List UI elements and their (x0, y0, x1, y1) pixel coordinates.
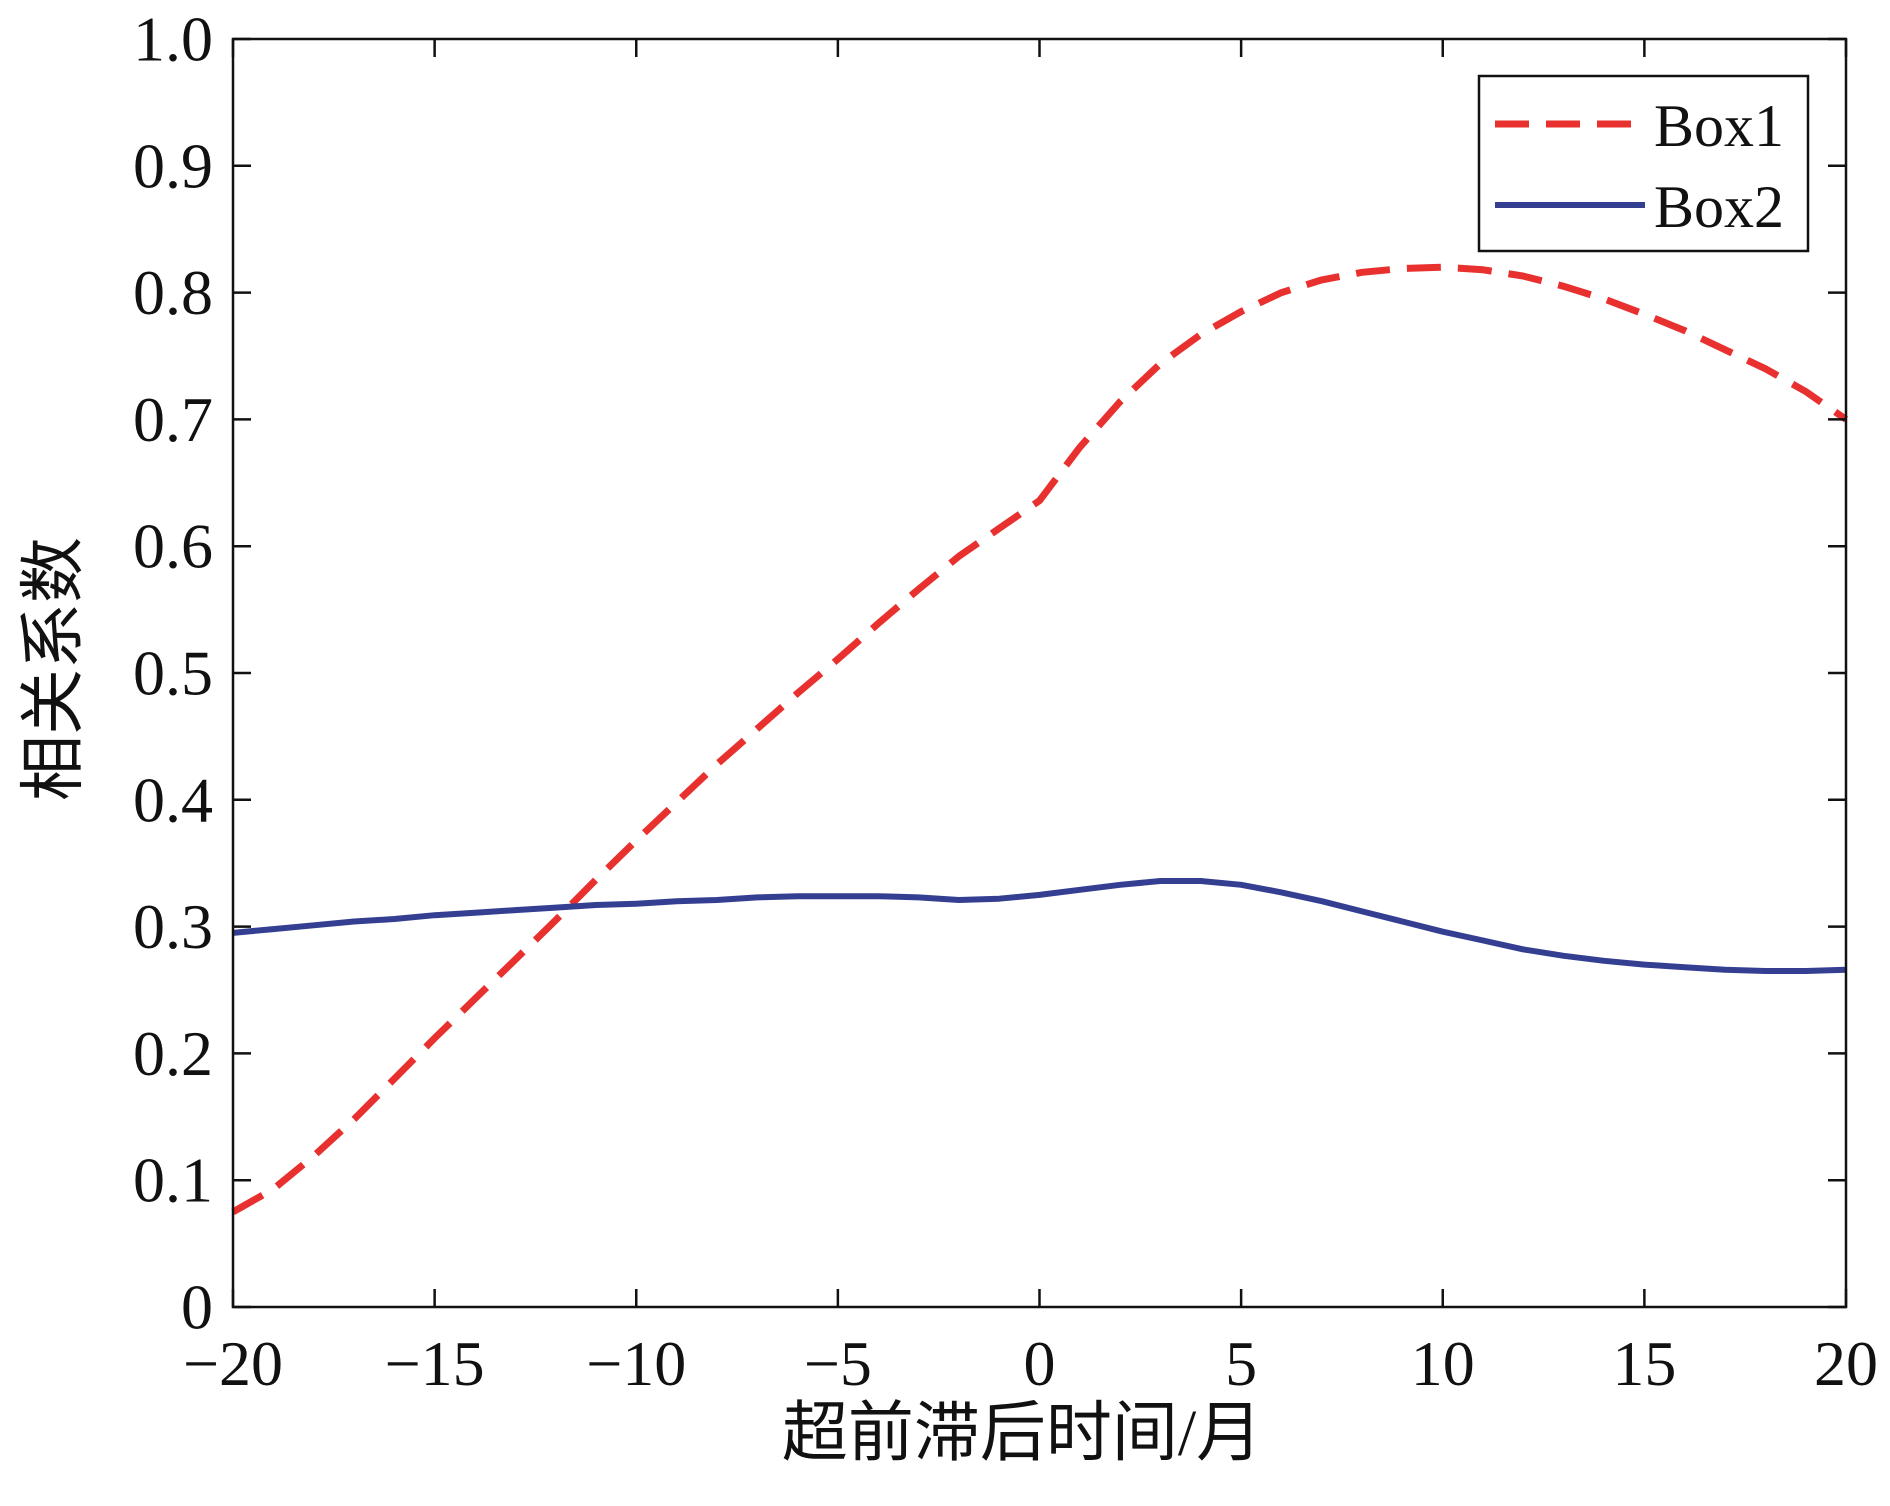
y-tick-label: 0.4 (133, 764, 213, 835)
x-tick-label: −10 (586, 1328, 686, 1399)
x-tick-label: 15 (1612, 1328, 1676, 1399)
legend-label-box2: Box2 (1654, 174, 1784, 240)
x-tick-label: 5 (1225, 1328, 1257, 1399)
y-tick-label: 0.2 (133, 1018, 213, 1089)
x-tick-label: −20 (183, 1328, 283, 1399)
y-tick-label: 0.9 (133, 130, 213, 201)
y-tick-label: 0 (181, 1272, 213, 1343)
legend-box (1477, 74, 1810, 253)
x-tick-label: 20 (1814, 1328, 1878, 1399)
x-tick-label: −15 (385, 1328, 485, 1399)
plot-frame (231, 37, 1848, 1309)
y-tick-label: 0.7 (133, 384, 213, 455)
series-box1-line (231, 263, 1848, 1215)
y-tick-label: 0.5 (133, 638, 213, 709)
x-axis-label: 超前滞后时间/月 (782, 1397, 1262, 1470)
series-box2-line (232, 878, 1847, 974)
y-tick-label: 1.0 (133, 4, 213, 75)
x-tick-label: 10 (1411, 1328, 1475, 1399)
x-tick-label: −5 (804, 1328, 872, 1399)
legend: Box1 Box2 (1477, 74, 1810, 253)
y-tick-label: 0.1 (133, 1145, 213, 1216)
y-tick-label: 0.6 (133, 511, 213, 582)
legend-label-box1: Box1 (1654, 93, 1784, 159)
y-tick-label: 0.8 (133, 257, 213, 328)
y-tick-label: 0.3 (133, 891, 213, 962)
tick-layer: 0 0.1 0.2 0.3 0.4 0.5 0.6 0.7 0.8 0.9 1.0 −20 −15 −10… (133, 4, 1878, 1400)
y-axis-label: 相关系数 (18, 537, 91, 801)
series-layer (231, 263, 1848, 1215)
x-tick-label: 0 (1024, 1328, 1056, 1399)
